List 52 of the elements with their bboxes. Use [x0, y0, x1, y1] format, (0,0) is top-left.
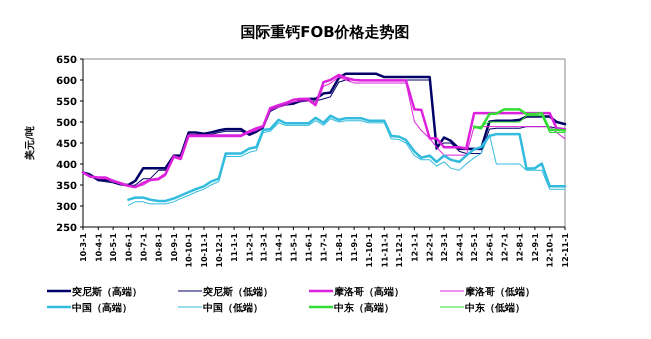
y-tick-label: 550 — [56, 97, 78, 108]
legend-label: 摩洛哥（高端） — [333, 286, 404, 298]
x-tick-label: 11-12-1 — [395, 232, 404, 268]
y-axis-title: 美元/吨 — [24, 126, 36, 161]
x-tick-label: 10-5-1 — [109, 232, 118, 262]
x-tick-label: 11-4-1 — [274, 232, 284, 262]
y-tick-label: 650 — [56, 55, 78, 66]
x-tick-label: 11-10-1 — [364, 232, 374, 268]
x-tick-label: 12-3-1 — [440, 232, 450, 262]
title: 国际重钙FOB价格走势图 — [240, 23, 410, 41]
x-tick-label: 11-11-1 — [380, 232, 390, 268]
x-tick-label: 11-6-1 — [304, 232, 314, 262]
y-tick-label: 600 — [56, 76, 78, 87]
legend-label: 突尼斯（高端） — [71, 286, 142, 298]
x-tick-label: 12-10-1 — [546, 232, 555, 268]
x-tick-label: 12-7-1 — [500, 232, 510, 262]
x-tick-label: 11-2-1 — [245, 232, 254, 262]
legend-label: 中国（高端） — [72, 302, 132, 314]
x-tick-label: 11-9-1 — [350, 232, 360, 262]
legend-label: 中东（低端） — [465, 302, 525, 314]
x-tick-label: 11-8-1 — [334, 232, 344, 262]
x-tick-label: 12-9-1 — [530, 232, 540, 262]
x-tick-label: 10-3-1 — [79, 232, 88, 262]
x-tick-label: 12-2-1 — [426, 232, 435, 262]
x-tick-label: 10-11-1 — [200, 232, 209, 268]
x-tick-label: 12-1-1 — [410, 232, 420, 262]
x-tick-label: 10-7-1 — [139, 232, 148, 262]
x-tick-label: 10-9-1 — [170, 232, 179, 262]
y-tick-label: 250 — [56, 223, 78, 234]
x-tick-label: 12-8-1 — [516, 232, 525, 262]
x-tick-label: 10-6-1 — [124, 232, 134, 262]
x-tick-label: 10-4-1 — [94, 232, 104, 262]
x-tick-label: 12-4-1 — [455, 232, 464, 262]
x-tick-label: 11-7-1 — [320, 232, 329, 262]
x-tick-label: 11-1-1 — [230, 232, 240, 262]
x-tick-label: 12-11-1 — [561, 232, 570, 268]
legend-label: 中国（低端） — [203, 302, 263, 314]
y-tick-label: 300 — [56, 202, 78, 213]
x-tick-label: 12-5-1 — [470, 232, 480, 262]
y-tick-label: 500 — [56, 118, 78, 129]
legend-label: 摩洛哥（低端） — [464, 286, 535, 298]
y-tick-label: 400 — [56, 160, 78, 171]
x-tick-label: 11-3-1 — [259, 232, 268, 262]
y-tick-label: 350 — [56, 181, 78, 192]
x-tick-label: 10-12-1 — [214, 232, 224, 268]
y-tick-label: 450 — [56, 139, 78, 150]
x-tick-label: 12-6-1 — [485, 232, 494, 262]
x-tick-label: 10-8-1 — [154, 232, 164, 262]
legend-label: 突尼斯（低端） — [202, 286, 273, 298]
legend-label: 中东（高端） — [334, 302, 394, 314]
x-tick-label: 11-5-1 — [289, 232, 298, 262]
x-tick-label: 10-10-1 — [184, 232, 194, 268]
